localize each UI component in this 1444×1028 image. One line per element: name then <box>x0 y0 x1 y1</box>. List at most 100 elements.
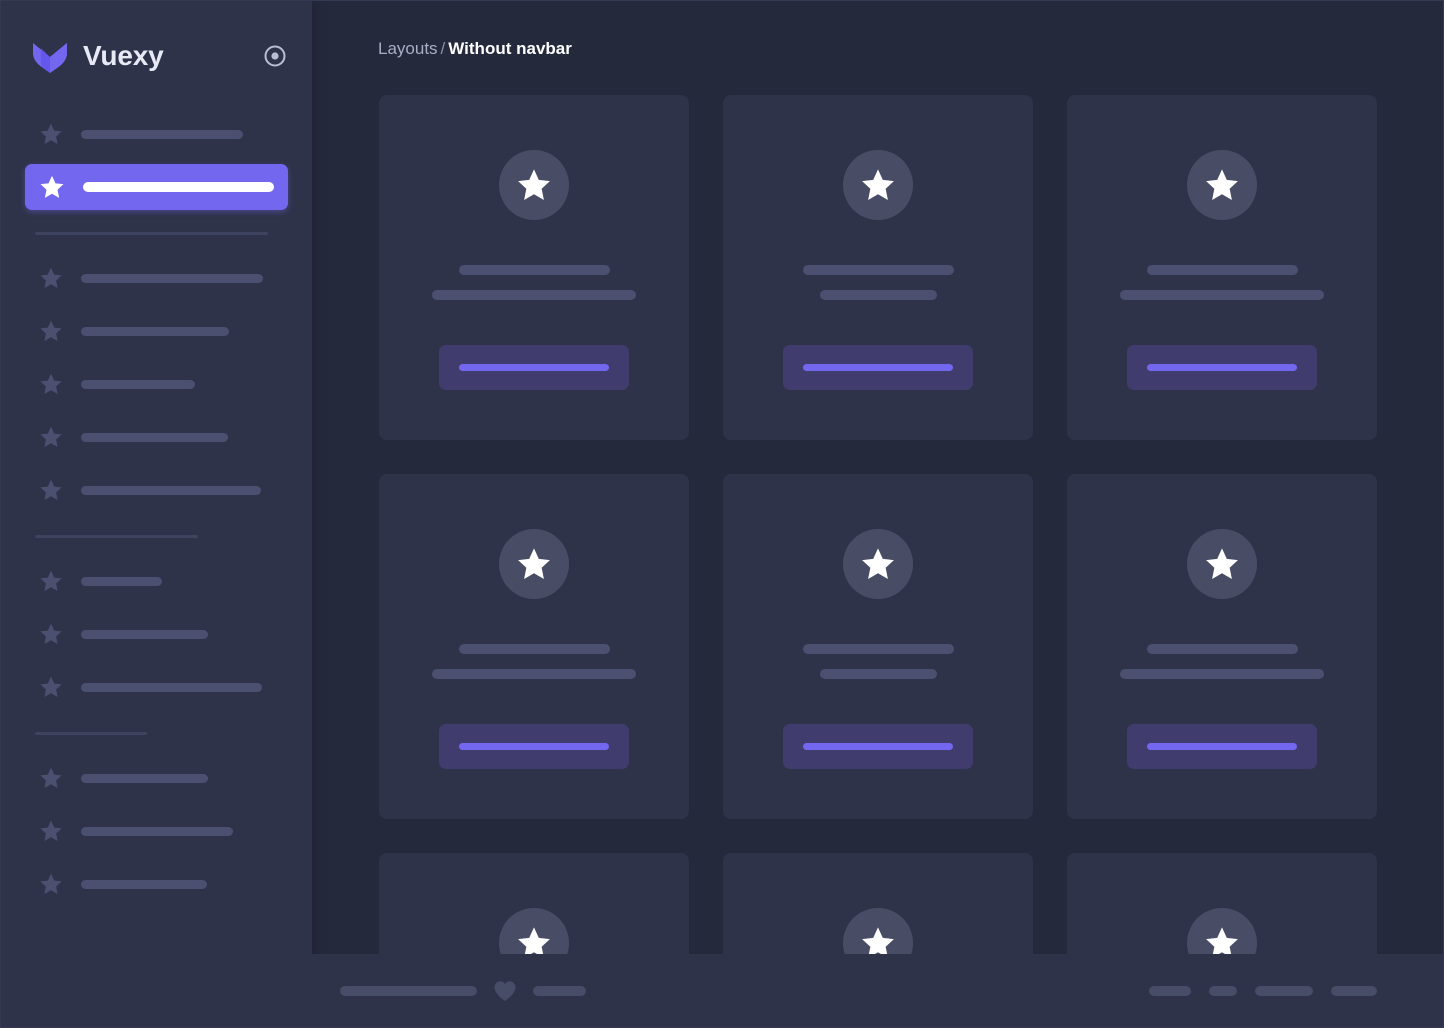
content-card[interactable] <box>379 474 689 819</box>
sidebar-item[interactable] <box>25 255 288 301</box>
star-icon <box>39 622 63 646</box>
sidebar-item-label-placeholder <box>81 629 208 639</box>
content-card[interactable] <box>1067 95 1377 440</box>
vuexy-shield-logo-icon <box>31 37 69 75</box>
brand[interactable]: Vuexy <box>31 37 262 75</box>
card-subtitle-placeholder <box>819 290 937 300</box>
sidebar-item[interactable] <box>25 664 288 710</box>
card-action-button[interactable] <box>1127 345 1317 390</box>
card-avatar <box>1187 150 1257 220</box>
star-icon <box>860 925 896 961</box>
card-action-button[interactable] <box>783 345 973 390</box>
sidebar-item[interactable] <box>25 808 288 854</box>
sidebar-section <box>25 232 288 513</box>
card-action-button[interactable] <box>439 345 629 390</box>
footer-right-placeholder-bar[interactable] <box>1149 985 1191 996</box>
star-icon <box>39 319 63 343</box>
footer-left-group <box>340 980 586 1002</box>
sidebar-item[interactable] <box>25 558 288 604</box>
breadcrumb-separator: / <box>440 39 446 58</box>
sidebar-item[interactable] <box>25 111 288 157</box>
sidebar-section <box>25 535 288 710</box>
footer-left-placeholder-bar <box>340 985 477 996</box>
card-title-placeholder <box>1146 644 1298 654</box>
star-icon <box>1204 925 1240 961</box>
sidebar-item[interactable] <box>25 755 288 801</box>
card-title-placeholder <box>802 265 954 275</box>
card-action-button-label-placeholder <box>1147 743 1297 750</box>
sidebar-item-label-placeholder <box>83 182 274 192</box>
star-icon <box>516 546 552 582</box>
card-text-placeholders <box>379 644 689 679</box>
content-scroll-area[interactable]: Layouts / Without navbar <box>312 1 1443 1027</box>
footer-right-group <box>1149 985 1377 996</box>
card-subtitle-placeholder <box>432 290 636 300</box>
star-icon <box>860 546 896 582</box>
sidebar-item-label-placeholder <box>81 879 207 889</box>
sidebar-section <box>25 732 288 907</box>
sidebar-item-label-placeholder <box>81 129 243 139</box>
sidebar-item[interactable] <box>25 361 288 407</box>
sidebar-header: Vuexy <box>1 1 312 111</box>
sidebar-item-label-placeholder <box>81 432 228 442</box>
footer-right-placeholder-bar[interactable] <box>1209 985 1237 996</box>
card-avatar <box>499 150 569 220</box>
sidebar-section <box>25 111 288 210</box>
sidebar-item-label-placeholder <box>81 826 233 836</box>
card-title-placeholder <box>458 644 610 654</box>
sidebar-nav <box>1 111 312 907</box>
content-card[interactable] <box>1067 474 1377 819</box>
card-text-placeholders <box>379 265 689 300</box>
sidebar-section-divider <box>35 732 147 735</box>
main-content: Layouts / Without navbar <box>312 1 1443 1027</box>
star-icon <box>39 766 63 790</box>
sidebar-item-label-placeholder <box>81 379 195 389</box>
sidebar: Vuexy <box>1 1 312 1027</box>
sidebar-item-label-placeholder <box>81 576 162 586</box>
card-action-button[interactable] <box>783 724 973 769</box>
sidebar-item[interactable] <box>25 611 288 657</box>
sidebar-item[interactable] <box>25 861 288 907</box>
footer-right-placeholder-bar[interactable] <box>1331 985 1377 996</box>
content-card[interactable] <box>723 95 1033 440</box>
star-icon <box>1204 546 1240 582</box>
content-card[interactable] <box>723 474 1033 819</box>
card-title-placeholder <box>1146 265 1298 275</box>
card-action-button[interactable] <box>439 724 629 769</box>
sidebar-section-divider <box>35 232 268 235</box>
card-text-placeholders <box>1067 265 1377 300</box>
card-action-button-label-placeholder <box>803 364 953 371</box>
content-card[interactable] <box>379 95 689 440</box>
star-icon <box>39 675 63 699</box>
card-subtitle-placeholder <box>1120 290 1324 300</box>
brand-name: Vuexy <box>83 40 164 71</box>
card-avatar <box>843 150 913 220</box>
star-icon <box>39 372 63 396</box>
circle-dot-icon[interactable] <box>262 43 288 69</box>
breadcrumb-current: Without navbar <box>448 39 572 58</box>
card-action-button-label-placeholder <box>1147 364 1297 371</box>
breadcrumb-parent[interactable]: Layouts <box>378 39 438 58</box>
card-avatar <box>1187 529 1257 599</box>
star-icon <box>39 569 63 593</box>
sidebar-item-label-placeholder <box>81 485 261 495</box>
card-text-placeholders <box>1067 644 1377 679</box>
card-grid <box>312 61 1443 1027</box>
sidebar-item-active[interactable] <box>25 164 288 210</box>
footer-secondary-placeholder-bar <box>533 985 586 996</box>
sidebar-item-label-placeholder <box>81 326 229 336</box>
footer-right-placeholder-bar[interactable] <box>1255 985 1313 996</box>
sidebar-item[interactable] <box>25 414 288 460</box>
card-avatar <box>843 529 913 599</box>
card-title-placeholder <box>458 265 610 275</box>
card-action-button-label-placeholder <box>459 743 609 750</box>
sidebar-item[interactable] <box>25 467 288 513</box>
heart-icon[interactable] <box>493 980 517 1002</box>
star-icon <box>39 872 63 896</box>
star-icon <box>39 174 65 200</box>
card-action-button[interactable] <box>1127 724 1317 769</box>
sidebar-item[interactable] <box>25 308 288 354</box>
card-title-placeholder <box>802 644 954 654</box>
star-icon <box>39 122 63 146</box>
